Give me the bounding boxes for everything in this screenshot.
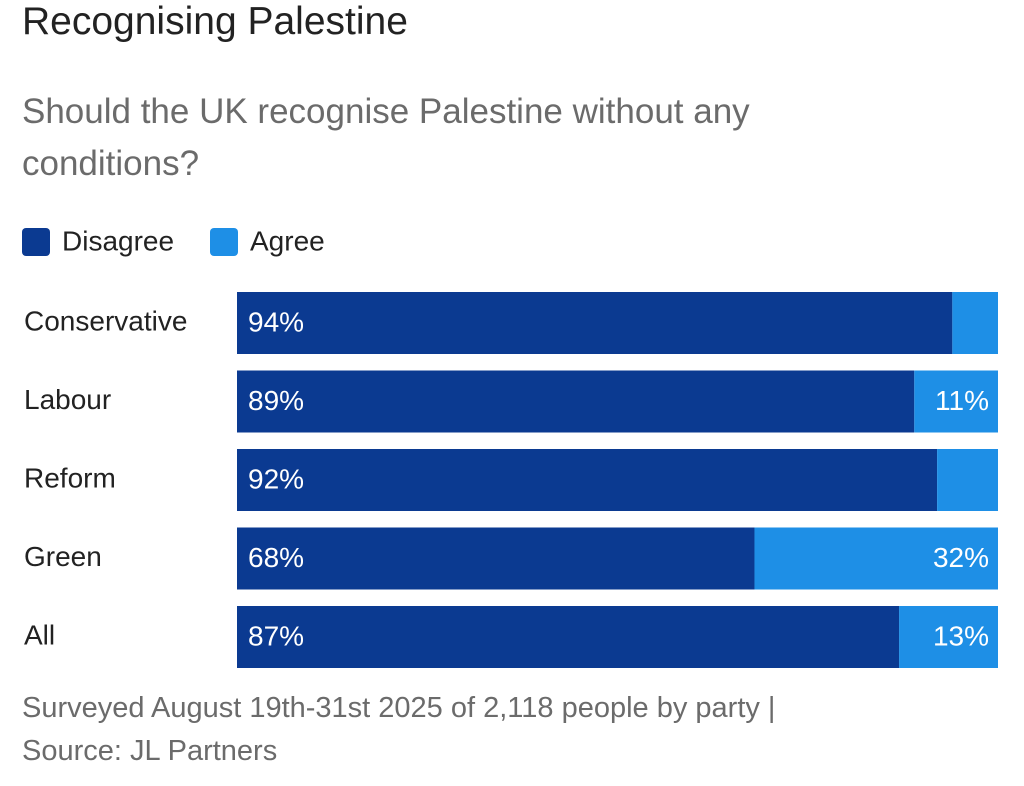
data-label: 68% [248, 542, 304, 573]
note: Surveyed August 19th-31st 2025 of 2,118 … [22, 692, 776, 724]
y-tick-label: Conservative [24, 305, 187, 336]
legend-swatch [22, 228, 50, 256]
bar-segment [937, 449, 998, 511]
bar-segment [914, 370, 998, 433]
data-label: 89% [248, 385, 304, 416]
bar-segment [237, 606, 900, 668]
bar-segment [237, 292, 953, 354]
data-label: 13% [933, 620, 989, 651]
data-label: 32% [933, 542, 989, 573]
bar-segment [952, 292, 998, 354]
bar-segment [754, 527, 998, 590]
y-tick-label: All [24, 619, 55, 650]
y-tick-label: Reform [24, 462, 116, 493]
bar-segment [237, 449, 938, 511]
data-label: 11% [935, 385, 989, 416]
chart-title: Recognising Palestine [22, 0, 408, 43]
chart-subtitle: Should the UK recognise Palestine withou… [22, 92, 750, 183]
note: Source: JL Partners [22, 735, 278, 767]
legend-swatch [210, 228, 238, 256]
data-label: 87% [248, 620, 304, 651]
bar-segment [899, 606, 998, 668]
legend-label: Disagree [62, 225, 174, 256]
data-label: 92% [248, 463, 304, 494]
bar-segment [237, 527, 755, 590]
bar-segment [237, 370, 915, 433]
y-tick-label: Labour [24, 384, 111, 415]
legend-label: Agree [250, 225, 325, 256]
data-label: 94% [248, 306, 304, 337]
y-tick-label: Green [24, 541, 102, 572]
